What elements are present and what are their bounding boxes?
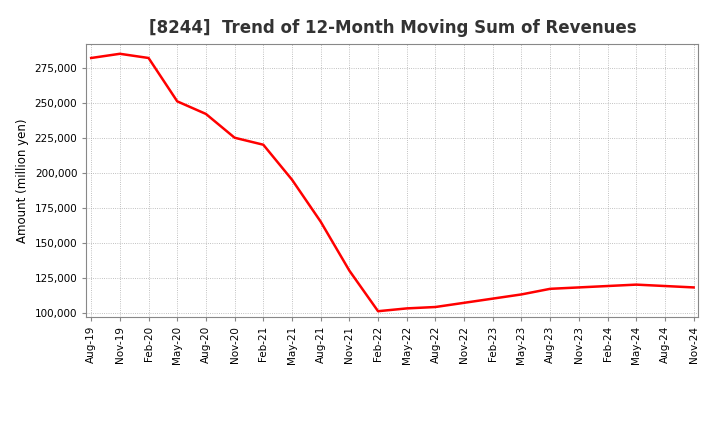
- Y-axis label: Amount (million yen): Amount (million yen): [16, 118, 29, 242]
- Title: [8244]  Trend of 12-Month Moving Sum of Revenues: [8244] Trend of 12-Month Moving Sum of R…: [148, 19, 636, 37]
